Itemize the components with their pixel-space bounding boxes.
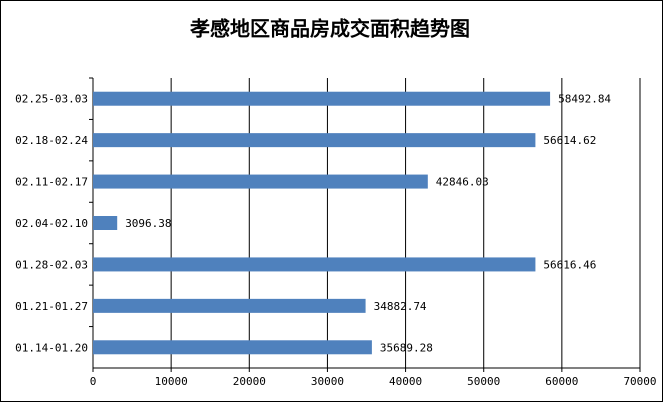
y-tick-label: 02.25-03.03 (15, 93, 88, 106)
bar (93, 91, 551, 106)
chart-title: 孝感地区商品房成交面积趋势图 (189, 17, 470, 41)
bar (93, 133, 536, 148)
x-tick-label: 70000 (623, 375, 656, 388)
value-label: 3096.38 (125, 217, 171, 230)
x-tick-label: 0 (90, 375, 97, 388)
x-tick-label: 30000 (311, 375, 344, 388)
y-tick-label: 01.14-01.20 (15, 341, 88, 354)
bar (93, 257, 536, 272)
value-label: 34882.74 (374, 300, 427, 313)
value-label: 58492.84 (558, 93, 611, 106)
bar (93, 298, 366, 313)
value-label: 42846.03 (436, 176, 489, 189)
y-tick-label: 01.28-02.03 (15, 258, 88, 271)
x-tick-label: 20000 (233, 375, 266, 388)
x-tick-label: 50000 (467, 375, 500, 388)
x-tick-label: 10000 (155, 375, 188, 388)
y-tick-label: 02.04-02.10 (15, 217, 88, 230)
bar (93, 216, 118, 230)
x-tick-label: 40000 (389, 375, 422, 388)
bar (93, 174, 428, 189)
y-tick-label: 02.11-02.17 (15, 176, 88, 189)
value-label: 35689.28 (380, 341, 433, 354)
y-tick-label: 02.18-02.24 (15, 134, 88, 147)
y-tick-label: 01.21-01.27 (15, 300, 88, 313)
bar (93, 340, 372, 355)
value-label: 56616.46 (543, 258, 596, 271)
x-tick-label: 60000 (545, 375, 578, 388)
value-label: 56614.62 (543, 134, 596, 147)
